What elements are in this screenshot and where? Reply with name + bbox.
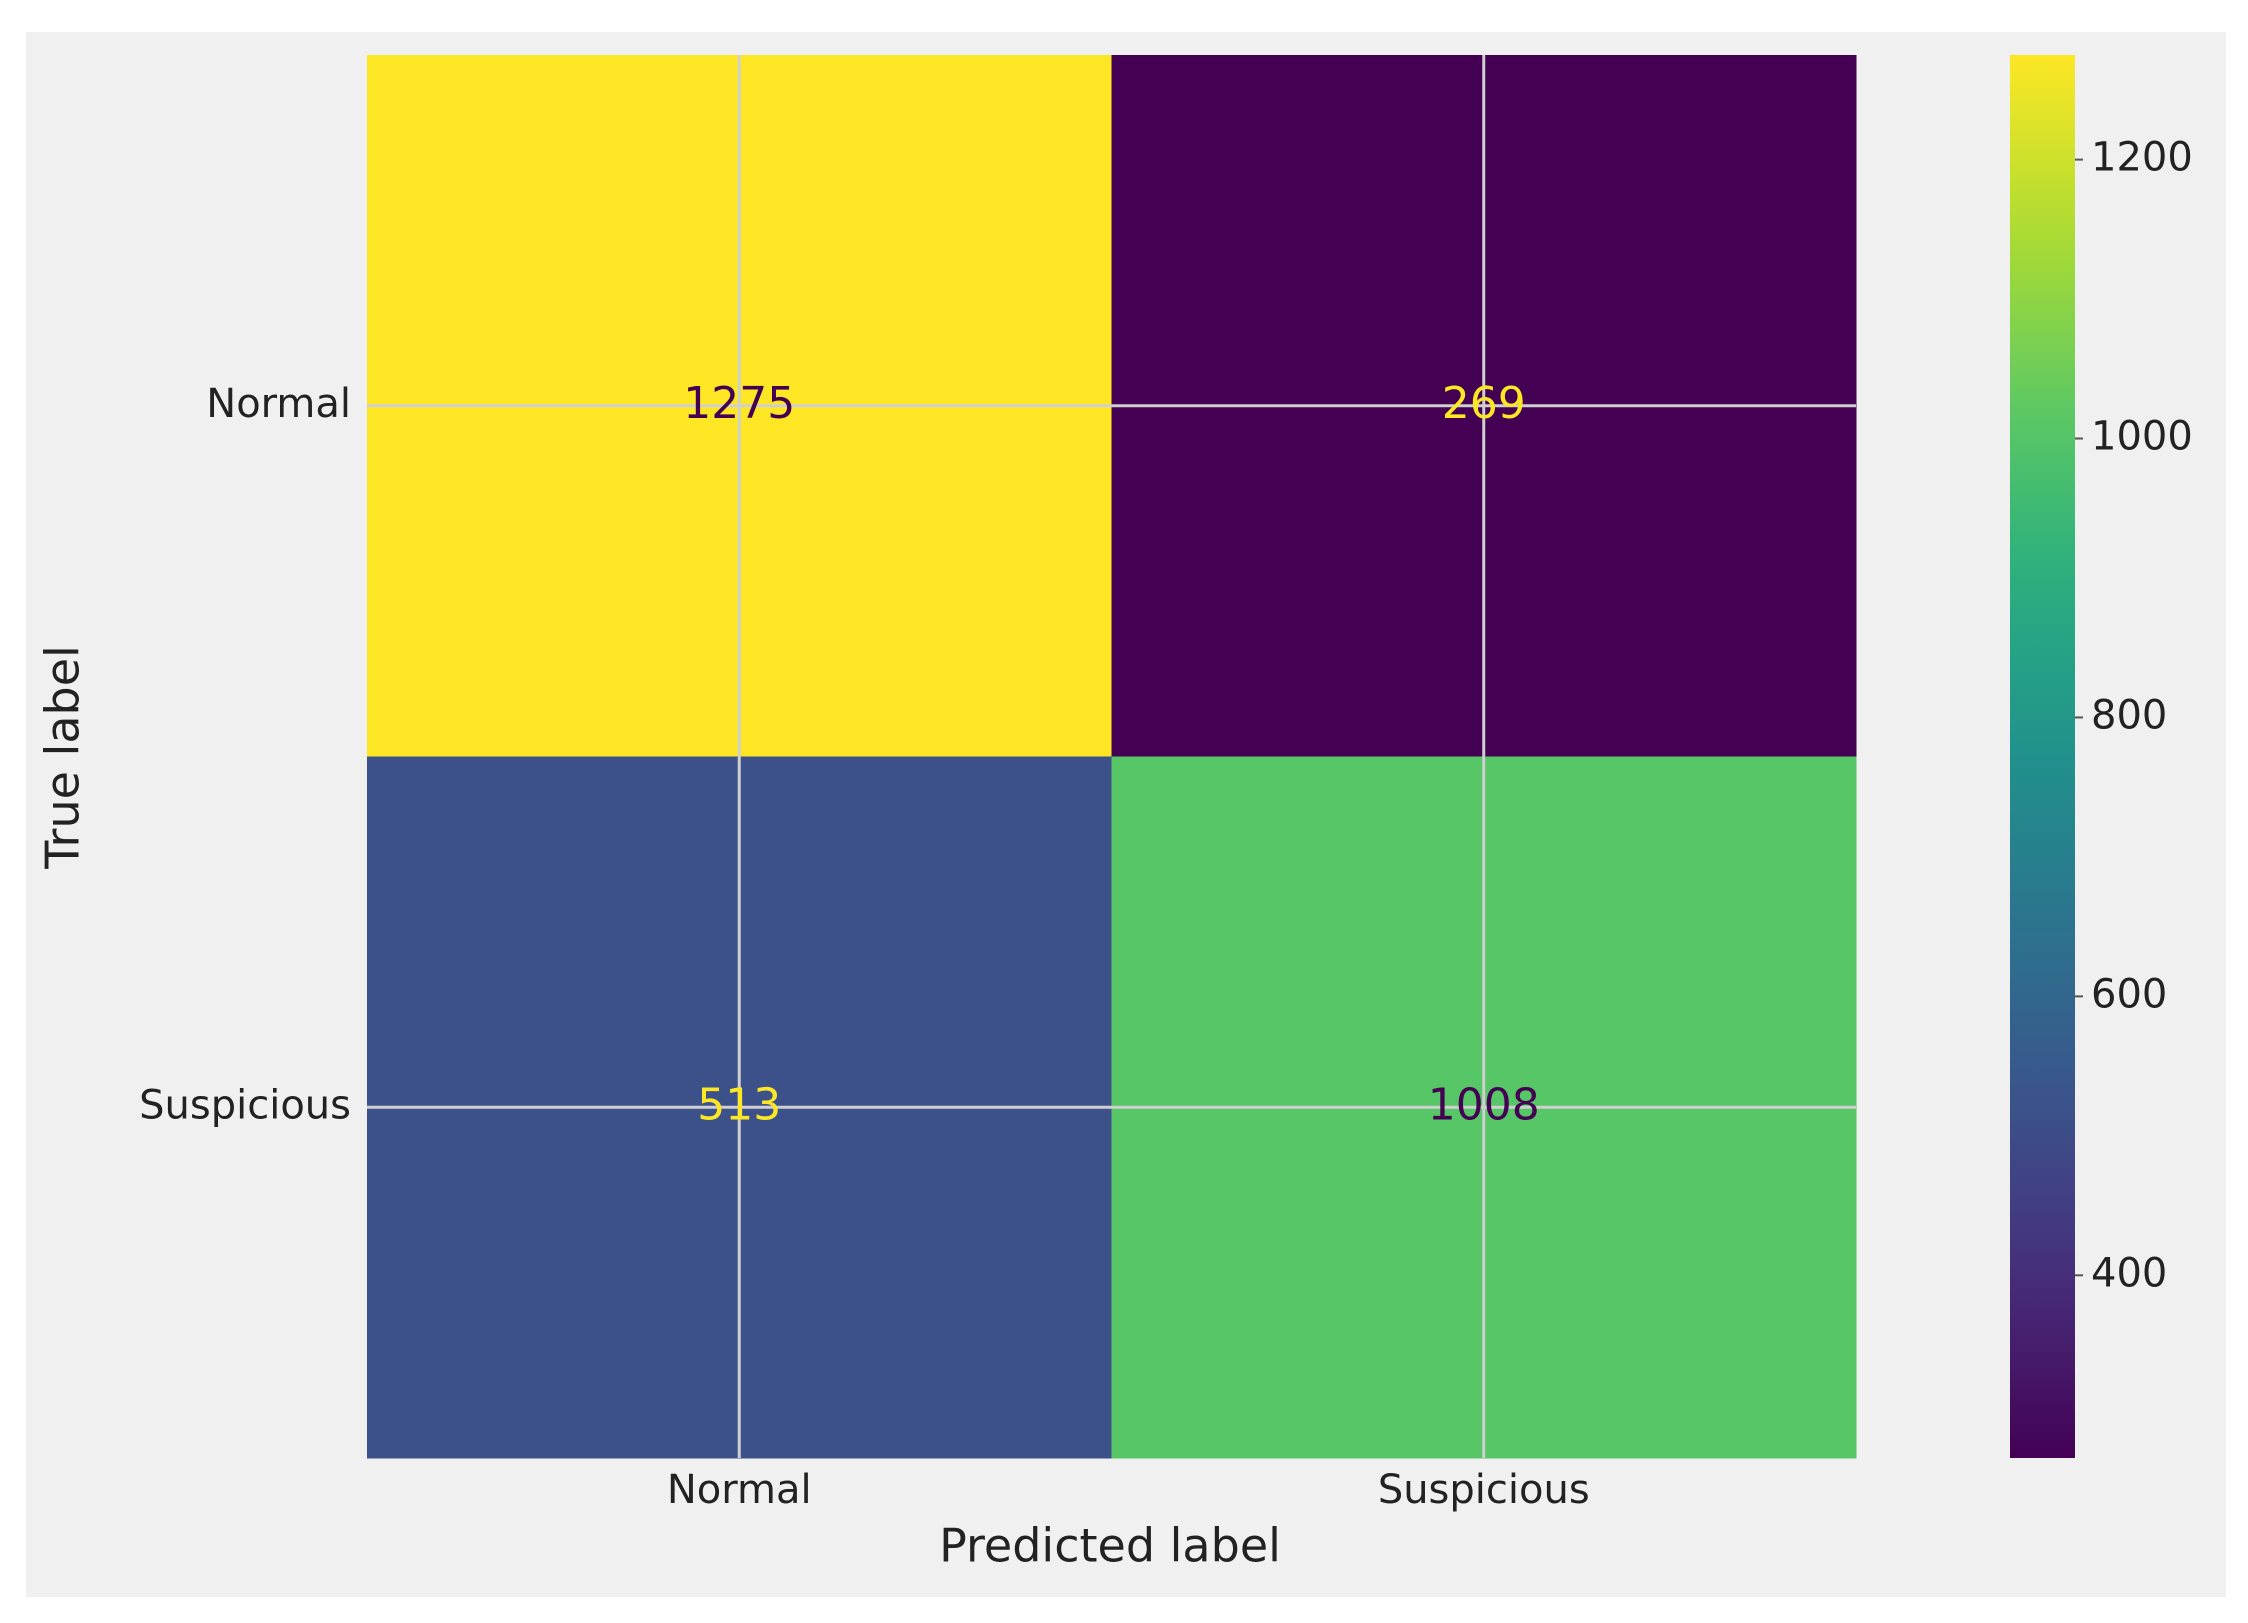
colorbar-tick-label: 1000 <box>2091 414 2193 460</box>
cell-value-label: 513 <box>697 1079 781 1130</box>
colorbar-tick-label: 800 <box>2091 692 2167 738</box>
y-axis-label: True label <box>36 645 90 870</box>
colorbar-tick-label: 1200 <box>2091 135 2193 181</box>
colorbar-tick-label: 400 <box>2091 1250 2167 1296</box>
cell-value-label: 1275 <box>683 378 795 429</box>
x-tick-label: Suspicious <box>1378 1467 1590 1513</box>
cell-value-label: 269 <box>1442 378 1526 429</box>
x-tick-label: Normal <box>667 1467 812 1513</box>
y-tick-label: Normal <box>206 381 351 427</box>
cell-value-label: 1008 <box>1428 1079 1540 1130</box>
x-axis-label: Predicted label <box>939 1519 1281 1573</box>
colorbar-tick-label: 600 <box>2091 971 2167 1017</box>
y-tick-label: Suspicious <box>139 1082 351 1128</box>
colorbar <box>2010 55 2075 1458</box>
